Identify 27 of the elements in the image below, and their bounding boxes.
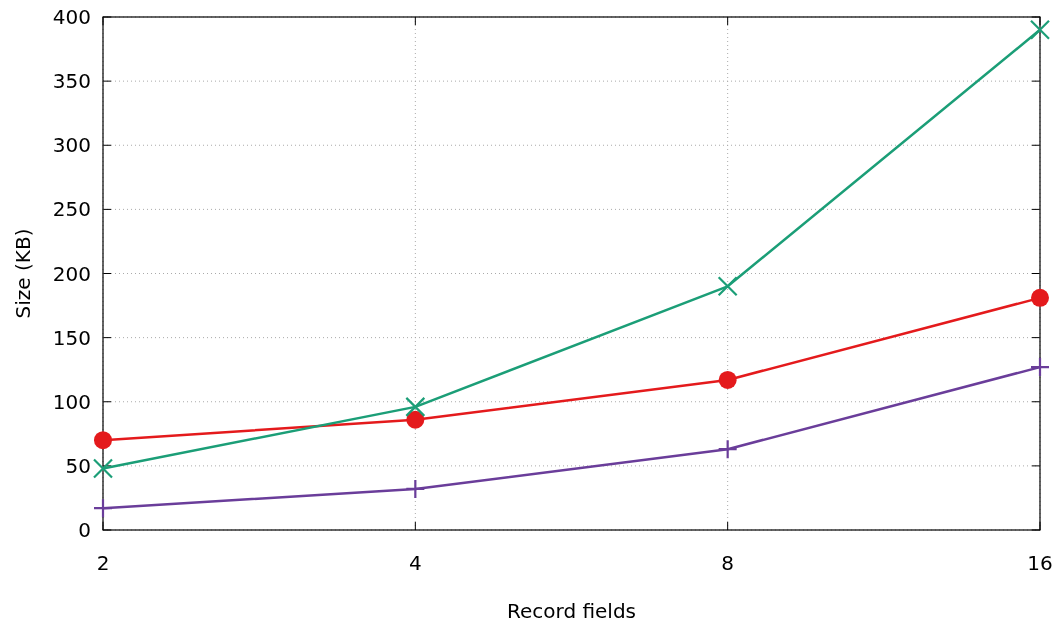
y-tick-label: 200 [52, 261, 91, 286]
y-tick-label: 300 [52, 133, 91, 158]
y-tick-label: 0 [78, 518, 91, 542]
x-tick-label: 4 [408, 551, 422, 575]
y-tick-label: 400 [52, 5, 91, 29]
point [717, 439, 738, 460]
y-tick-label: 50 [65, 453, 91, 478]
y-tick-label: 350 [52, 69, 91, 94]
point [92, 498, 114, 519]
point [1029, 19, 1051, 40]
point [405, 478, 426, 500]
y-axis-title: Size (KB) [11, 228, 35, 319]
y-tick-label: 250 [52, 197, 91, 222]
point [94, 431, 112, 450]
point [1031, 288, 1049, 307]
x-tick-label: 8 [721, 551, 735, 575]
x-tick-label: 2 [96, 551, 110, 575]
y-tick-label: 100 [52, 389, 91, 414]
point [1029, 357, 1051, 378]
point [405, 396, 426, 417]
y-tick-label: 150 [52, 325, 91, 350]
point [717, 276, 738, 297]
point [718, 370, 737, 389]
x-tick-label: 16 [1027, 551, 1053, 575]
x-axis-title: Record fields [506, 599, 637, 623]
point [92, 458, 114, 479]
point [406, 410, 425, 429]
